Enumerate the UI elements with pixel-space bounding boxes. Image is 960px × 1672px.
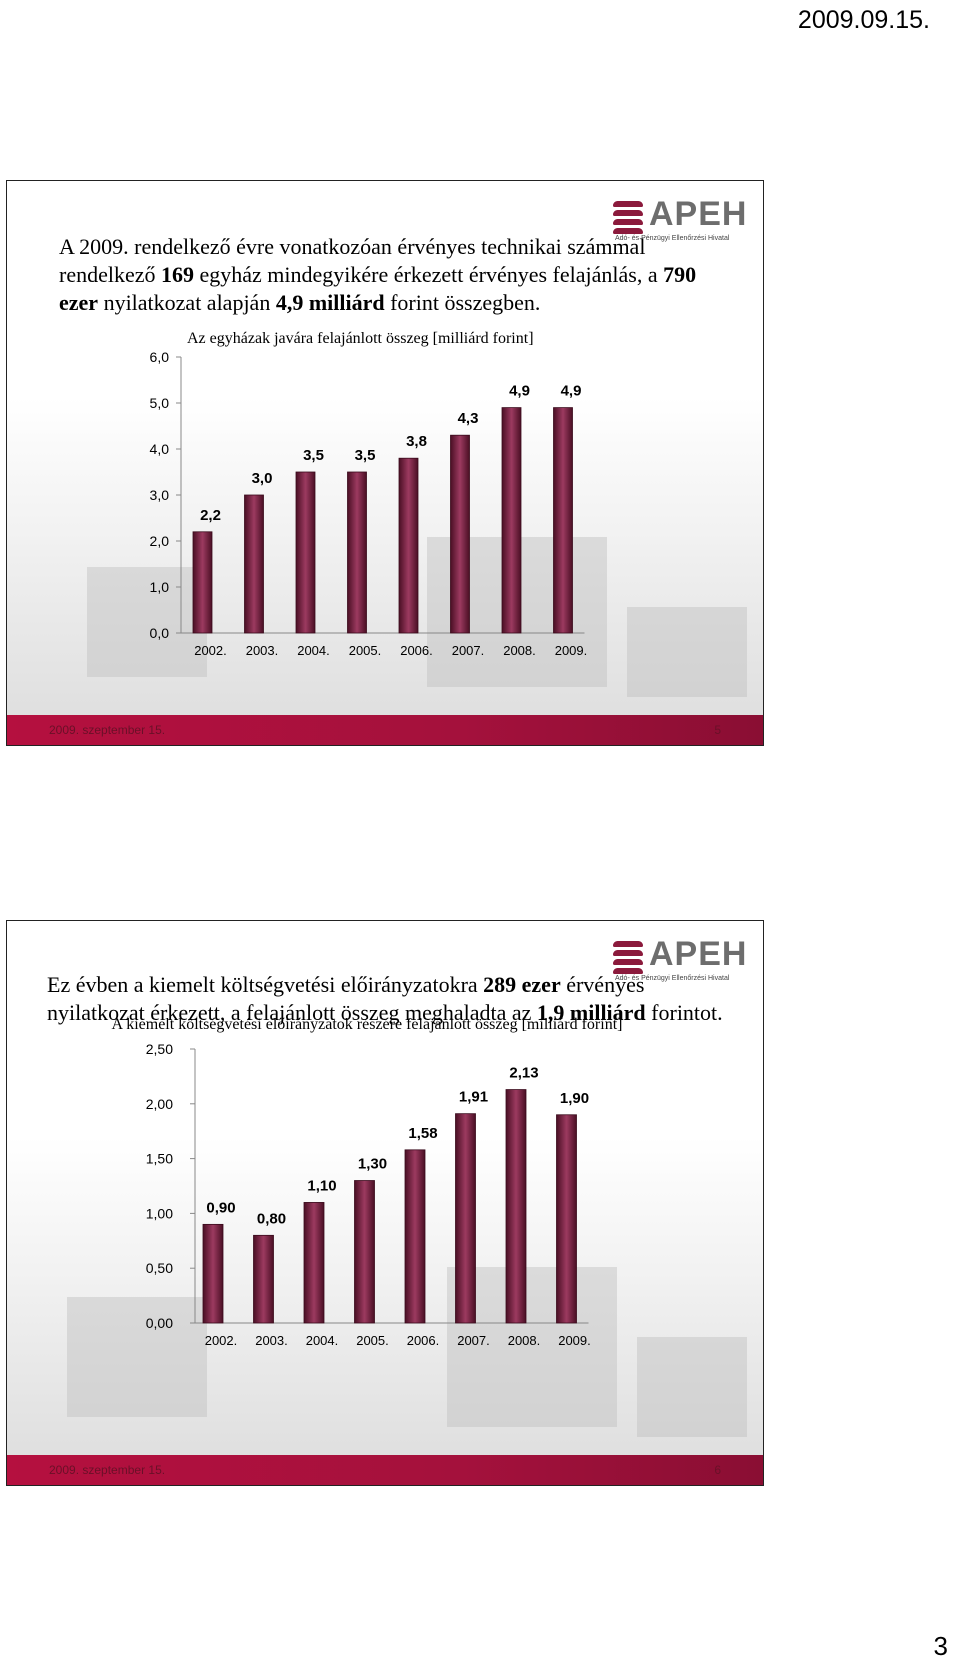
logo-subtitle: Adó- és Pénzügyi Ellenőrzési Hivatal: [615, 975, 730, 982]
bar: [505, 1089, 527, 1324]
chart-title: A kiemelt költségvetési előirányzatok ré…: [112, 1016, 623, 1033]
slide-background: [7, 1137, 763, 1457]
slide-text: Ez évben a kiemelt költségvetési előirán…: [47, 971, 737, 1027]
y-tick-label: 1,00: [146, 1205, 173, 1221]
apeh-logo: APEH Adó- és Pénzügyi Ellenőrzési Hivata…: [613, 195, 746, 242]
text-run: Ez évben a kiemelt költségvetési előirán…: [47, 972, 484, 997]
x-tick-label: 2004.: [297, 643, 330, 658]
data-label: 3,5: [355, 447, 376, 464]
bar: [404, 1149, 426, 1324]
footer-bar: 2009. szeptember 15. 5: [7, 715, 763, 745]
data-label: 2,13: [509, 1065, 538, 1082]
bar: [455, 1113, 476, 1324]
footer-bar: 2009. szeptember 15. 6: [7, 1455, 763, 1485]
x-tick-label: 2005.: [356, 1333, 389, 1348]
bar: [450, 434, 470, 634]
x-tick-label: 2002.: [194, 643, 227, 658]
footer-date: 2009. szeptember 15.: [49, 723, 166, 737]
logo-text: APEH: [649, 195, 748, 233]
data-label: 3,0: [252, 470, 273, 487]
bar: [347, 471, 367, 634]
text-run: nyilatkozat alapján: [98, 290, 276, 315]
y-tick-label: 2,00: [146, 1096, 173, 1112]
bar: [556, 1114, 577, 1324]
bar: [553, 407, 573, 634]
bar: [192, 531, 213, 634]
page-number: 3: [933, 1631, 948, 1661]
data-label: 1,90: [560, 1090, 589, 1107]
bar: [303, 1202, 325, 1324]
data-label: 4,9: [561, 383, 582, 400]
y-tick-label: 0,50: [146, 1260, 173, 1276]
data-label: 1,58: [408, 1125, 437, 1142]
x-tick-label: 2007.: [452, 643, 485, 658]
bar: [501, 407, 522, 634]
x-tick-label: 2005.: [349, 643, 382, 658]
bar-chart-churches: Az egyházak javára felajánlott összeg [m…: [150, 330, 588, 658]
x-tick-label: 2008.: [508, 1333, 541, 1348]
text-run: 289 ezer: [483, 972, 561, 997]
y-tick-label: 2,0: [150, 533, 170, 549]
data-label: 1,91: [459, 1089, 488, 1106]
text-run: forintot.: [645, 1000, 723, 1025]
x-tick-label: 2008.: [503, 643, 536, 658]
text-run: A 2009. rendelkező évre vonatkozóan érvé…: [59, 234, 646, 287]
text-run: 790 ezer: [59, 262, 697, 315]
x-tick-label: 2003.: [246, 643, 279, 658]
y-tick-label: 5,0: [150, 395, 170, 411]
x-tick-label: 2009.: [555, 643, 588, 658]
text-run: 1,9 milliárd: [536, 1000, 646, 1025]
x-tick-label: 2006.: [400, 643, 433, 658]
y-tick-label: 6,0: [150, 349, 170, 365]
apeh-logo: APEH Adó- és Pénzügyi Ellenőrzési Hivata…: [613, 935, 746, 982]
x-tick-label: 2003.: [255, 1333, 288, 1348]
bar: [398, 457, 419, 634]
y-tick-label: 1,0: [150, 579, 170, 595]
text-run: forint összegben.: [384, 290, 541, 315]
x-tick-label: 2009.: [558, 1333, 591, 1348]
apeh-logo-icon: [613, 941, 643, 975]
text-run: érvényes nyilatkozat érkezett, a felaján…: [47, 972, 645, 1025]
footer-slide-number: 6: [714, 1463, 721, 1477]
slide-background: [7, 397, 763, 717]
bar: [295, 471, 316, 634]
header-date: 2009.09.15.: [797, 6, 930, 34]
data-label: 0,90: [206, 1199, 235, 1216]
x-tick-label: 2004.: [306, 1333, 339, 1348]
logo-subtitle: Adó- és Pénzügyi Ellenőrzési Hivatal: [615, 235, 730, 242]
slide-text: A 2009. rendelkező évre vonatkozóan érvé…: [59, 233, 739, 317]
bar: [253, 1234, 274, 1324]
data-label: 1,10: [307, 1177, 336, 1194]
y-tick-label: 3,0: [150, 487, 170, 503]
bar: [354, 1180, 375, 1324]
data-label: 2,2: [200, 507, 221, 524]
bar: [244, 494, 264, 634]
data-label: 3,8: [406, 433, 427, 450]
apeh-logo-icon: [613, 201, 643, 235]
x-tick-label: 2007.: [457, 1333, 490, 1348]
data-label: 4,9: [509, 383, 530, 400]
x-tick-label: 2006.: [407, 1333, 440, 1348]
footer-date: 2009. szeptember 15.: [49, 1463, 166, 1477]
x-tick-label: 2002.: [205, 1333, 238, 1348]
text-run: 169: [161, 262, 194, 287]
data-label: 4,3: [458, 410, 479, 427]
y-tick-label: 2,50: [146, 1041, 173, 1057]
footer-slide-number: 5: [714, 723, 721, 737]
data-label: 3,5: [303, 447, 324, 464]
data-label: 0,80: [257, 1210, 286, 1227]
bar-chart-budget: A kiemelt költségvetési előirányzatok ré…: [112, 1016, 623, 1348]
y-tick-label: 0,00: [146, 1315, 173, 1331]
text-run: egyház mindegyikére érkezett érvényes fe…: [194, 262, 664, 287]
y-tick-label: 4,0: [150, 441, 170, 457]
y-tick-label: 1,50: [146, 1151, 173, 1167]
chart-title: Az egyházak javára felajánlott összeg [m…: [187, 330, 534, 347]
slide-5: APEH Adó- és Pénzügyi Ellenőrzési Hivata…: [6, 180, 764, 746]
data-label: 1,30: [358, 1156, 387, 1173]
slide-6: APEH Adó- és Pénzügyi Ellenőrzési Hivata…: [6, 920, 764, 1486]
y-tick-label: 0,0: [150, 625, 170, 641]
bar: [202, 1223, 224, 1324]
text-run: 4,9 milliárd: [275, 290, 385, 315]
logo-text: APEH: [649, 935, 748, 973]
